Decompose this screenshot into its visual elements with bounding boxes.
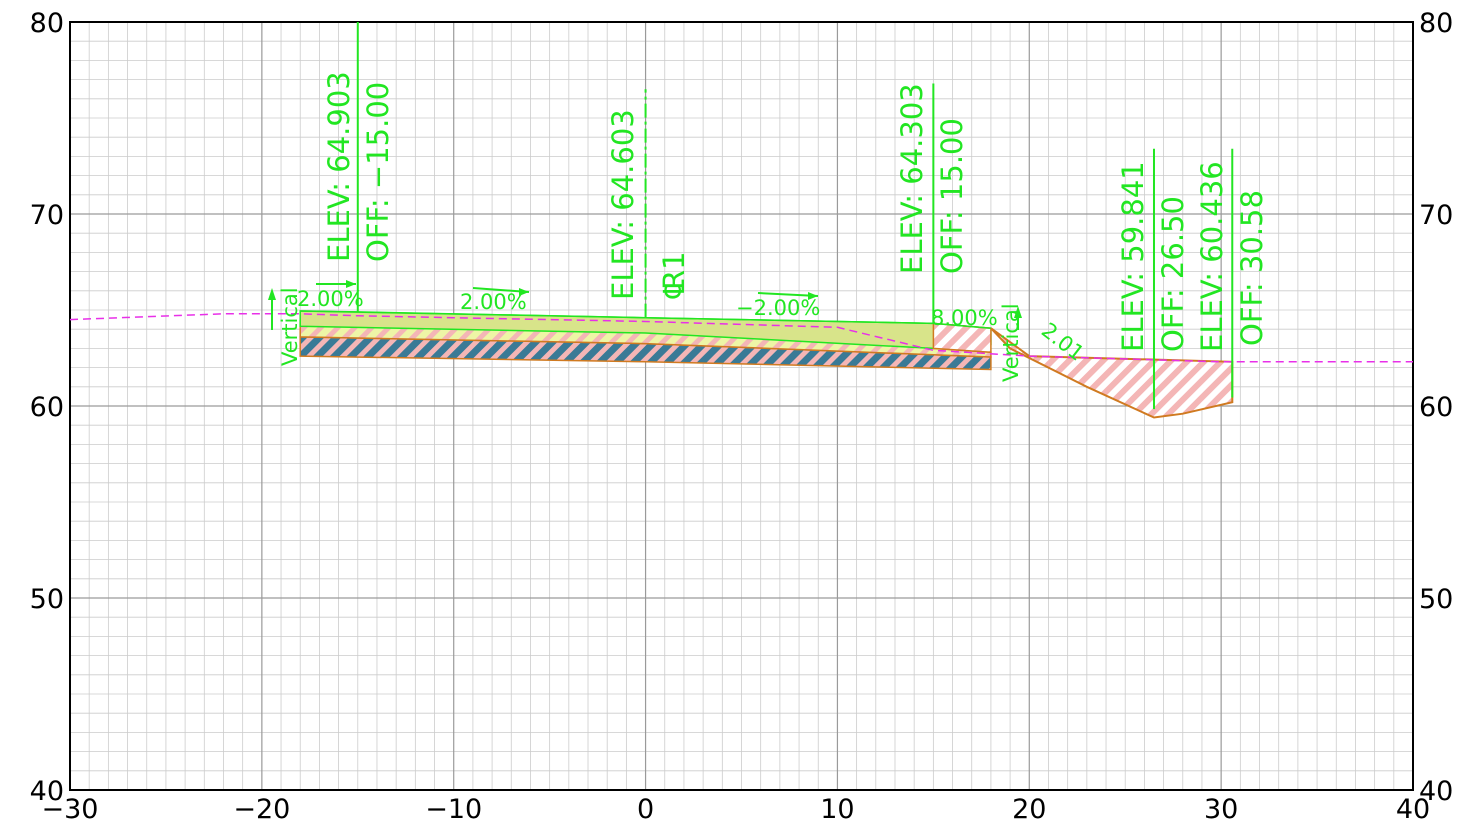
slope-label-left-shoulder: 2.00% — [297, 287, 364, 311]
grid-major — [70, 22, 1413, 790]
x-tick-label: 10 — [820, 794, 854, 825]
left-edge-offset-label: OFF: −15.00 — [361, 82, 395, 262]
slope-label-right-lane: −2.00% — [736, 296, 820, 320]
slope-label-left-lane: 2.00% — [460, 290, 527, 314]
x-tick-label: −10 — [425, 794, 482, 825]
x-tick-label: 40 — [1396, 794, 1430, 825]
y-tick-label-right: 60 — [1419, 392, 1453, 423]
right-edge-elev-label: ELEV: 64.303 — [895, 83, 929, 274]
daylight-elev-label: ELEV: 60.436 — [1195, 161, 1229, 352]
right-edge-offset-label: OFF: 15.00 — [935, 118, 969, 274]
slope-label-right-shoulder: 8.00% — [931, 306, 998, 330]
vertical-label-left: Vertical — [278, 287, 302, 366]
y-tick-label-left: 60 — [30, 392, 64, 423]
existing-ground-line — [69, 313, 1413, 363]
daylight-offset-label: OFF: 30.58 — [1235, 190, 1269, 346]
ditch-bottom-offset-label: OFF: 26.50 — [1156, 196, 1190, 352]
slope-arrow-head — [519, 288, 529, 296]
x-tick-label: −20 — [233, 794, 290, 825]
y-tick-label-right: 80 — [1419, 8, 1453, 39]
vertical-arrow-right-head — [1014, 306, 1022, 318]
slope-arrow-head — [346, 280, 356, 288]
y-tick-label-right: 50 — [1419, 584, 1453, 615]
y-tick-label-left: 80 — [30, 8, 64, 39]
ditch-bottom-elev-label: ELEV: 59.841 — [1116, 161, 1150, 352]
x-tick-label: 20 — [1012, 794, 1046, 825]
centerline-name-label: R1 — [657, 251, 691, 290]
slope-arrow-head — [808, 292, 818, 300]
y-tick-label-left: 70 — [30, 200, 64, 231]
point-labels: ELEV: 64.903 OFF: −15.00 ELEV: 64.603 R1… — [278, 71, 1269, 382]
y-tick-label-left: 50 — [30, 584, 64, 615]
centerline-elev-label: ELEV: 64.603 — [606, 109, 640, 300]
y-tick-label-right: 40 — [1419, 776, 1453, 807]
leader-lines — [356, 22, 1234, 410]
x-tick-label: 0 — [637, 794, 654, 825]
x-tick-label: −30 — [42, 794, 99, 825]
y-tick-label-left: 40 — [30, 776, 64, 807]
finished-grade-line — [300, 310, 991, 329]
y-tick-labels: 40 40 50 50 60 60 70 70 80 80 — [30, 8, 1454, 807]
vertical-arrow-left-head — [268, 288, 276, 300]
x-tick-label: 30 — [1204, 794, 1238, 825]
pavement-layers — [299, 310, 1234, 419]
x-tick-labels: −30 −20 −10 0 10 20 30 40 — [42, 794, 1431, 825]
slope-arrows — [268, 280, 1022, 330]
y-tick-label-right: 70 — [1419, 200, 1453, 231]
plot-frame — [69, 21, 1414, 791]
centerline-symbol: ℄ — [657, 279, 691, 299]
left-edge-elev-label: ELEV: 64.903 — [322, 71, 356, 262]
